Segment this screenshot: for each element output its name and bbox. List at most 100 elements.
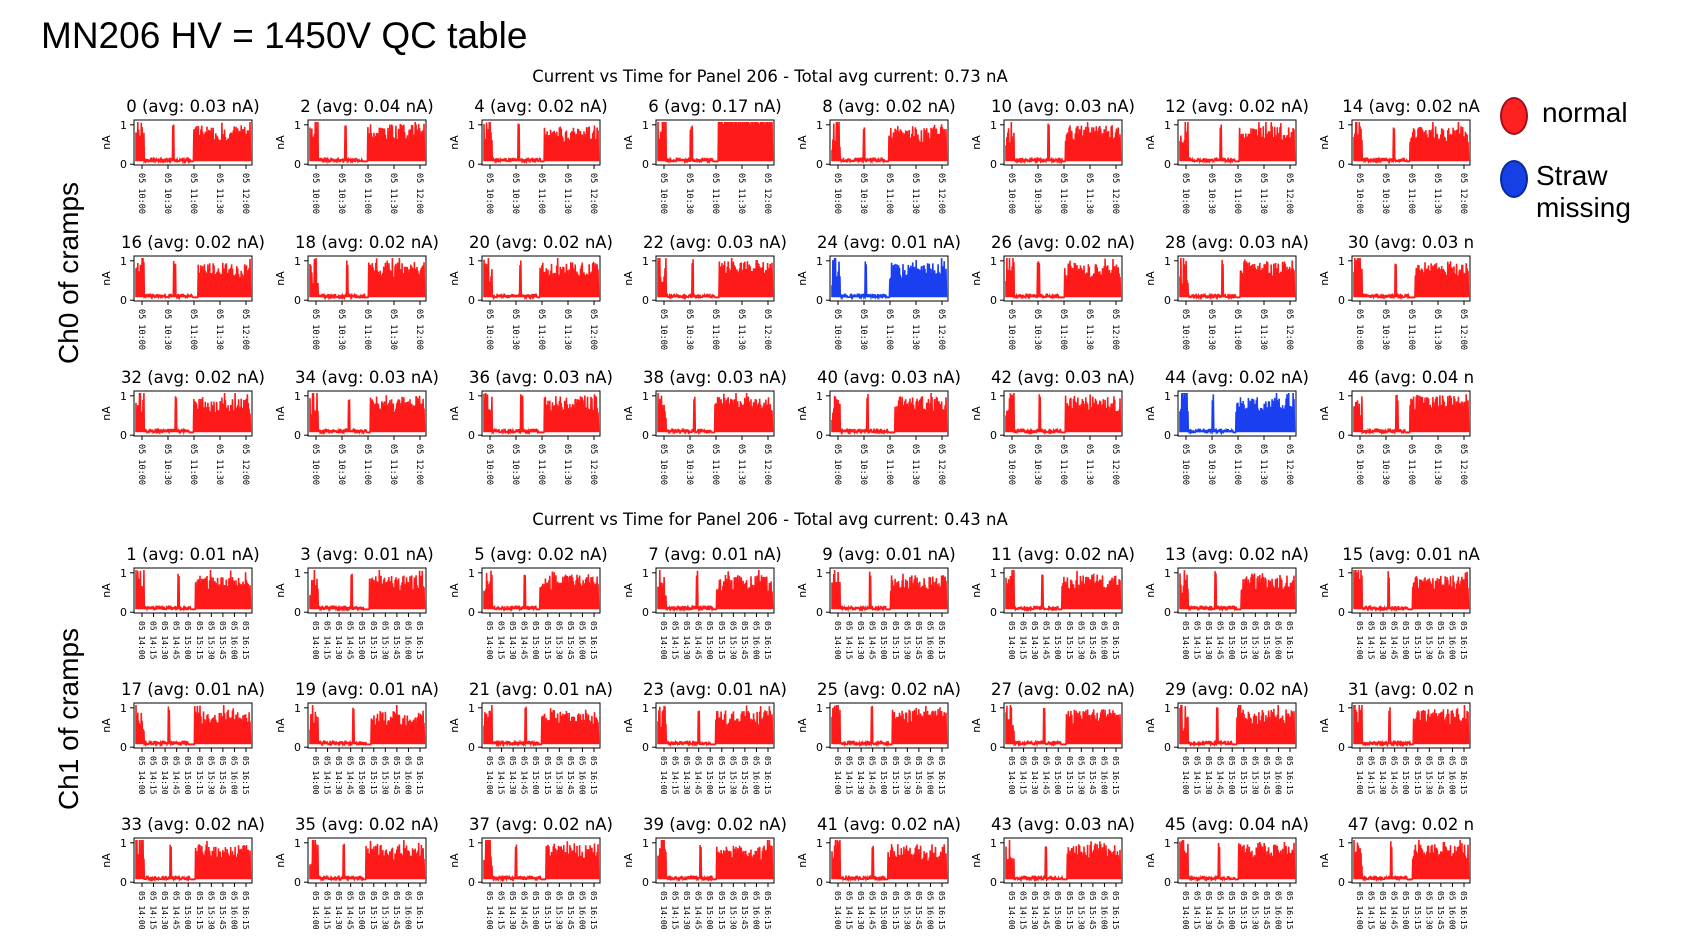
subplot-ch6: 6 (avg: 0.17 nA) 1 0 nA 05 10:00 05 10:30 05 1… [622, 97, 782, 214]
y-tick-label: 1 [642, 567, 649, 580]
subplot-title: 15 (avg: 0.01 nA [1342, 545, 1480, 564]
x-tick-label: 05 14:15 [497, 621, 506, 660]
x-tick-label: 05 14:15 [149, 756, 158, 795]
x-tick-label: 05 10:30 [1206, 444, 1216, 485]
x-tick-label: 05 14:30 [1030, 891, 1039, 930]
subplot-title: 26 (avg: 0.02 nA) [991, 233, 1135, 252]
x-tick-label: 05 14:30 [1204, 756, 1213, 795]
x-tick-label: 05 15:15 [369, 621, 378, 660]
subplot-title: 30 (avg: 0.03 n [1348, 233, 1474, 252]
x-tick-label: 05 15:15 [717, 621, 726, 660]
y-tick-label: 1 [468, 567, 475, 580]
x-tick-label: 05 14:45 [346, 621, 355, 660]
x-tick-label: 05 10:00 [1180, 444, 1190, 485]
x-tick-label: 05 14:00 [485, 891, 494, 930]
y-tick-label: 0 [816, 429, 823, 442]
y-tick-label: 0 [816, 876, 823, 889]
y-tick-label: 0 [120, 876, 127, 889]
x-tick-label: 05 11:30 [214, 309, 224, 350]
x-tick-label: 05 14:15 [1019, 621, 1028, 660]
x-tick-label: 05 15:15 [891, 621, 900, 660]
series-line-ch17 [135, 704, 252, 748]
x-tick-label: 05 15:30 [1424, 756, 1433, 795]
x-tick-label: 05 10:00 [1006, 173, 1016, 214]
x-tick-label: 05 14:00 [1355, 756, 1364, 795]
x-tick-label: 05 14:15 [845, 891, 854, 930]
x-tick-label: 05 10:30 [1380, 173, 1390, 214]
subplot-title: 21 (avg: 0.01 nA) [469, 680, 613, 699]
ch0-block-title: Current vs Time for Panel 206 - Total av… [532, 67, 1008, 86]
x-tick-label: 05 15:15 [195, 621, 204, 660]
series-line-ch10 [1005, 121, 1122, 165]
x-tick-label: 05 10:30 [1206, 173, 1216, 214]
x-tick-label: 05 10:00 [310, 173, 320, 214]
y-tick-label: 0 [642, 741, 649, 754]
x-tick-label: 05 14:30 [508, 621, 517, 660]
subplot-ch10: 10 (avg: 0.03 nA) 1 0 nA 05 10:00 05 10:30 05 … [970, 97, 1135, 214]
plot-frame [1351, 119, 1471, 166]
subplot-title: 10 (avg: 0.03 nA) [991, 97, 1135, 116]
subplot-title: 31 (avg: 0.02 n [1348, 680, 1474, 699]
x-tick-label: 05 11:30 [1084, 444, 1094, 485]
x-tick-label: 05 14:00 [137, 891, 146, 930]
x-tick-label: 05 14:15 [323, 621, 332, 660]
subplot-title: 33 (avg: 0.02 nA) [121, 815, 265, 834]
x-tick-label: 05 15:30 [554, 621, 563, 660]
series-line-ch15 [1353, 569, 1470, 613]
series-line-ch3 [309, 569, 426, 613]
x-tick-label: 05 14:30 [160, 891, 169, 930]
x-tick-label: 05 15:00 [1227, 621, 1236, 660]
x-tick-label: 05 12:00 [1284, 173, 1294, 214]
y-tick-label: 1 [642, 119, 649, 132]
x-tick-label: 05 12:00 [414, 173, 424, 214]
subplot-ch0: 0 (avg: 0.03 nA) 1 0 nA 05 10:00 05 10:30 05 1… [100, 97, 260, 214]
plot-frame [481, 119, 601, 166]
x-tick-label: 05 11:30 [1084, 173, 1094, 214]
x-tick-label: 05 10:30 [684, 444, 694, 485]
y-tick-label: 1 [1338, 390, 1345, 403]
x-tick-label: 05 12:00 [240, 173, 250, 214]
x-tick-label: 05 11:30 [1432, 444, 1442, 485]
x-tick-label: 05 15:15 [543, 621, 552, 660]
x-tick-label: 05 16:00 [577, 621, 586, 660]
x-tick-label: 05 10:30 [1380, 309, 1390, 350]
x-tick-label: 05 16:15 [1111, 621, 1120, 660]
x-tick-label: 05 14:45 [1216, 621, 1225, 660]
x-tick-label: 05 11:30 [736, 173, 746, 214]
x-tick-label: 05 15:45 [740, 756, 749, 795]
y-tick-label: 1 [468, 119, 475, 132]
x-tick-label: 05 14:00 [1355, 891, 1364, 930]
subplot-title: 17 (avg: 0.01 nA) [121, 680, 265, 699]
x-tick-label: 05 16:00 [751, 891, 760, 930]
y-tick-label: 0 [990, 429, 997, 442]
x-tick-label: 05 10:30 [1032, 309, 1042, 350]
x-tick-label: 05 14:45 [1042, 891, 1051, 930]
x-tick-label: 05 15:00 [1053, 891, 1062, 930]
plot-frame [1003, 390, 1123, 437]
y-axis-label: nA [970, 271, 983, 286]
plot-frame [133, 837, 253, 884]
x-tick-label: 05 14:15 [149, 621, 158, 660]
y-tick-label: 0 [816, 294, 823, 307]
x-tick-label: 05 11:30 [388, 444, 398, 485]
x-tick-label: 05 14:00 [1355, 621, 1364, 660]
x-tick-label: 05 16:15 [1285, 621, 1294, 660]
x-tick-label: 05 15:45 [1262, 891, 1271, 930]
plot-frame [133, 255, 253, 302]
series-line-ch43 [1005, 839, 1122, 883]
y-tick-label: 0 [642, 294, 649, 307]
series-line-ch31 [1353, 704, 1470, 748]
x-tick-label: 05 16:15 [1285, 891, 1294, 930]
x-tick-label: 05 15:15 [891, 891, 900, 930]
x-tick-label: 05 10:30 [162, 173, 172, 214]
x-tick-label: 05 14:15 [1019, 756, 1028, 795]
x-tick-label: 05 16:00 [925, 621, 934, 660]
x-tick-label: 05 16:15 [415, 621, 424, 660]
x-tick-label: 05 14:00 [1181, 756, 1190, 795]
series-line-ch41 [831, 839, 948, 883]
plot-frame [1003, 702, 1123, 749]
x-tick-label: 05 16:15 [1285, 756, 1294, 795]
y-tick-label: 0 [294, 741, 301, 754]
